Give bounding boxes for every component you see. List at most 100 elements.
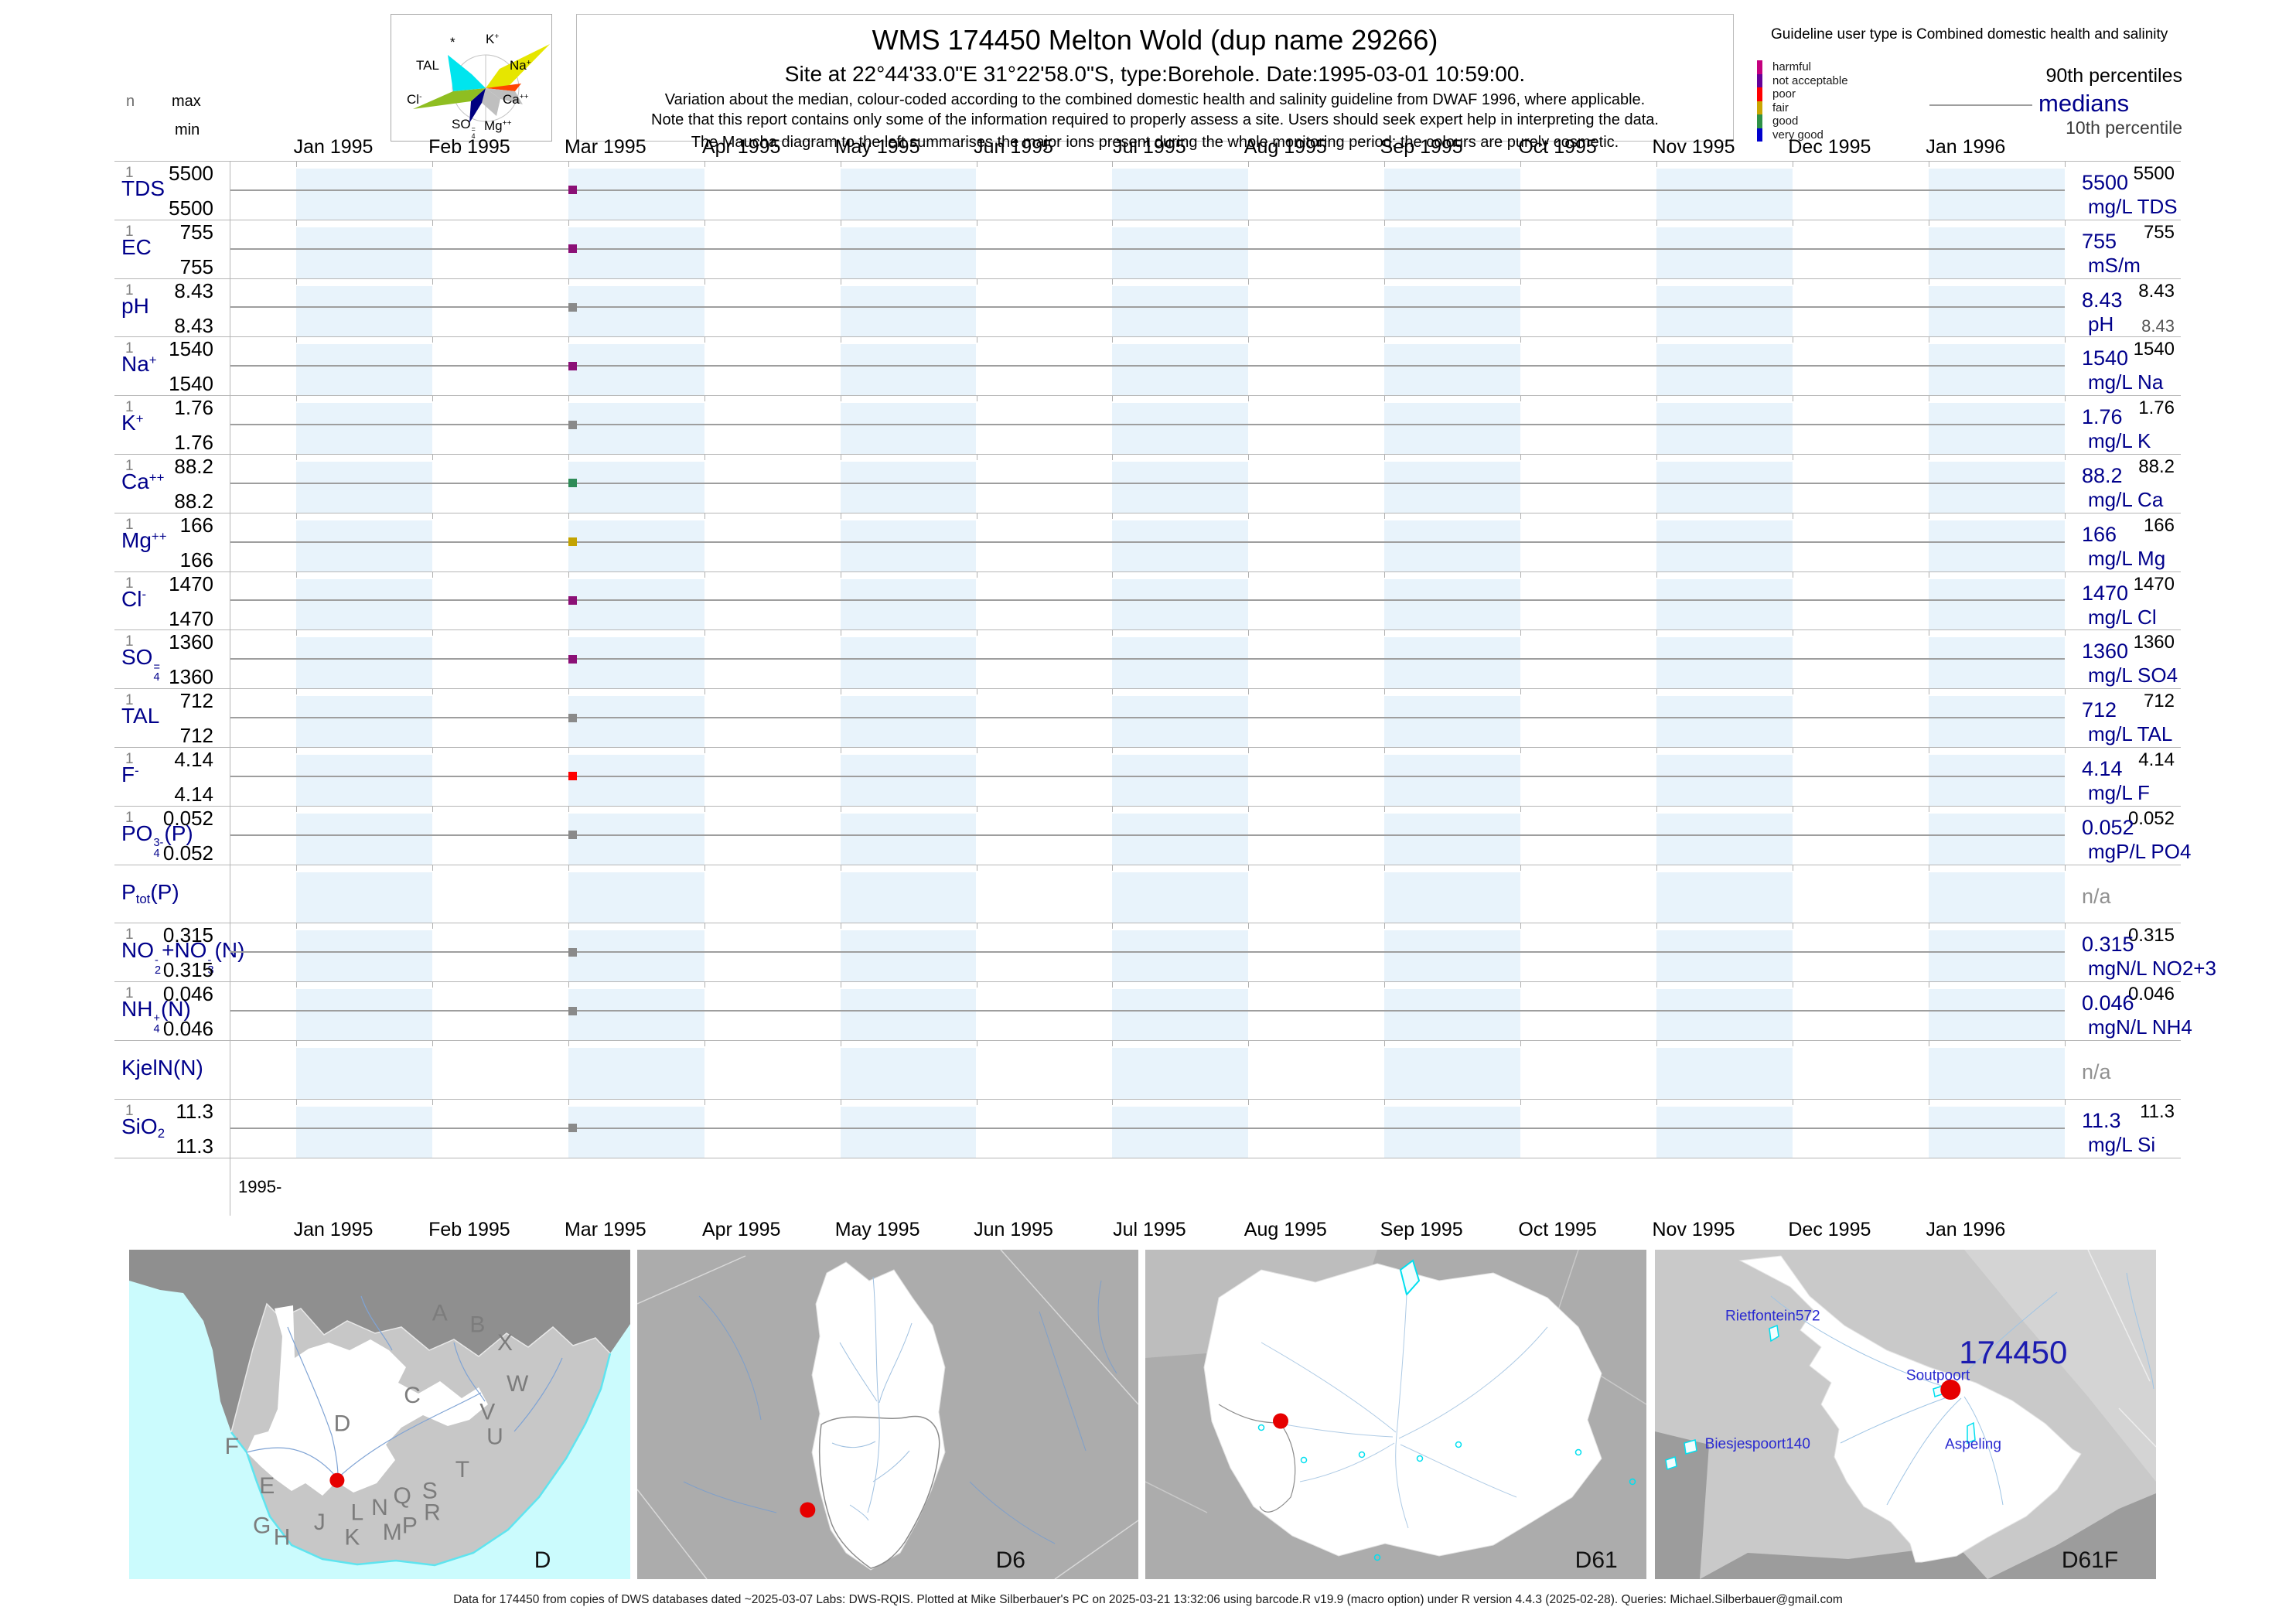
maucha-tal-wedge xyxy=(448,55,486,91)
month-band xyxy=(1656,285,1793,337)
median-value: 0.315 xyxy=(2082,933,2134,957)
map-tertiary-D61: D61 xyxy=(1145,1249,1647,1579)
month-band xyxy=(1384,872,1521,923)
month-band xyxy=(296,520,432,571)
month-band xyxy=(840,462,977,513)
param-name-TAL: TAL xyxy=(121,704,160,728)
p90-value: 0.046 xyxy=(2127,984,2175,1005)
max-value: 88.2 xyxy=(174,455,213,478)
month-band xyxy=(568,403,704,454)
month-tick xyxy=(2064,337,2066,343)
month-tick xyxy=(1656,396,1657,402)
param-row-Cl: Cl- 1 1470 1470 1470 1470 mg/L Cl xyxy=(114,571,2181,630)
class-color-very-good xyxy=(1757,128,1762,142)
month-band xyxy=(568,989,704,1040)
row-separator xyxy=(114,629,2181,631)
maucha-ion-label: Cl- xyxy=(407,92,422,107)
month-tick xyxy=(1112,513,1114,519)
param-name-NO23: NO -2 +NO -3 (N) xyxy=(121,938,245,977)
month-tick xyxy=(1112,396,1114,402)
sample-count: 1 xyxy=(125,458,134,474)
param-row-K: K+ 1 1.76 1.76 1.76 1.76 mg/L K xyxy=(114,395,2181,454)
month-tick xyxy=(1520,923,1522,930)
sample-count: 1 xyxy=(125,575,134,592)
note-disclaimer: Note that this report contains only some… xyxy=(651,111,1659,128)
param-row-Mg: Mg++ 1 166 166 166 166 mg/L Mg xyxy=(114,513,2181,571)
param-name-pH: pH xyxy=(121,293,149,318)
month-tick xyxy=(1384,689,1386,695)
max-value: 712 xyxy=(179,689,213,713)
month-tick xyxy=(432,513,433,519)
sample-count: 1 xyxy=(125,223,134,240)
median-value: 712 xyxy=(2082,698,2117,722)
month-tick xyxy=(1656,513,1657,519)
month-band xyxy=(1928,520,2065,571)
map-code-D6: D6 xyxy=(996,1547,1025,1573)
pan-outline xyxy=(1399,1259,1421,1297)
site-marker xyxy=(800,1502,816,1518)
month-tick xyxy=(1656,220,1657,226)
month-tick xyxy=(1384,630,1386,636)
inside-rivers xyxy=(831,1276,913,1521)
month-band xyxy=(568,1048,704,1099)
month-tick xyxy=(1112,748,1114,753)
month-tick xyxy=(1656,337,1657,343)
drainage-region-letter-D: D xyxy=(334,1411,351,1436)
sample-count: 1 xyxy=(125,281,134,299)
drainage-region-letter-N: N xyxy=(371,1495,388,1520)
month-band xyxy=(840,403,977,454)
catchment-D61F xyxy=(1738,1255,2082,1563)
month-band xyxy=(1112,813,1249,865)
month-band xyxy=(296,813,432,865)
na-value: n/a xyxy=(2082,1060,2111,1083)
month-tick xyxy=(432,278,433,285)
min-value: 88.2 xyxy=(174,490,213,513)
month-tick xyxy=(704,162,705,167)
month-band xyxy=(1112,872,1249,923)
month-tick xyxy=(1656,806,1657,812)
sample-point xyxy=(568,654,577,664)
sample-count: 1 xyxy=(125,633,134,650)
month-label-top: Jan 1995 xyxy=(293,136,374,158)
pans xyxy=(1665,1324,1976,1470)
class-label: good xyxy=(1772,114,1799,128)
month-tick xyxy=(296,455,297,460)
sample-count: 1 xyxy=(125,1102,134,1119)
month-band xyxy=(296,872,432,923)
month-tick xyxy=(2064,1041,2066,1046)
drainage-region-letter-A: A xyxy=(432,1301,448,1326)
param-row-TAL: TAL 1 712 712 712 712 mg/L TAL xyxy=(114,688,2181,747)
region-borders xyxy=(636,1249,1139,1580)
month-band xyxy=(1656,989,1793,1040)
row-separator xyxy=(114,571,2181,572)
drainage-region-letter-C: C xyxy=(404,1383,421,1408)
month-label-top: Apr 1995 xyxy=(701,136,781,158)
month-label-top: Sep 1995 xyxy=(1380,136,1463,158)
month-tick xyxy=(1384,162,1386,167)
month-tick xyxy=(1520,162,1522,167)
month-band xyxy=(296,344,432,396)
month-tick xyxy=(1656,571,1657,578)
sample-point xyxy=(568,537,577,547)
median-line xyxy=(230,775,2065,777)
param-name-F: F- xyxy=(121,763,139,786)
max-value: 1470 xyxy=(169,571,213,595)
month-band xyxy=(1928,872,2065,923)
max-value: 1360 xyxy=(169,630,213,654)
month-band xyxy=(568,462,704,513)
p90-value: 8.43 xyxy=(2138,280,2175,302)
month-tick xyxy=(1248,748,1250,753)
sample-point xyxy=(568,302,577,312)
max-value: 1540 xyxy=(169,337,213,361)
row-separator xyxy=(114,1098,2181,1100)
na-value: n/a xyxy=(2082,884,2111,908)
sample-point xyxy=(568,713,577,722)
unit-label: mgN/L NH4 xyxy=(2088,1015,2192,1039)
legend-median-line xyxy=(1929,104,2032,106)
station-label-174450: 174450 xyxy=(1959,1334,2067,1370)
darker-region-right xyxy=(1987,1493,2156,1579)
month-tick xyxy=(1520,1099,1522,1105)
month-band xyxy=(1656,872,1793,923)
